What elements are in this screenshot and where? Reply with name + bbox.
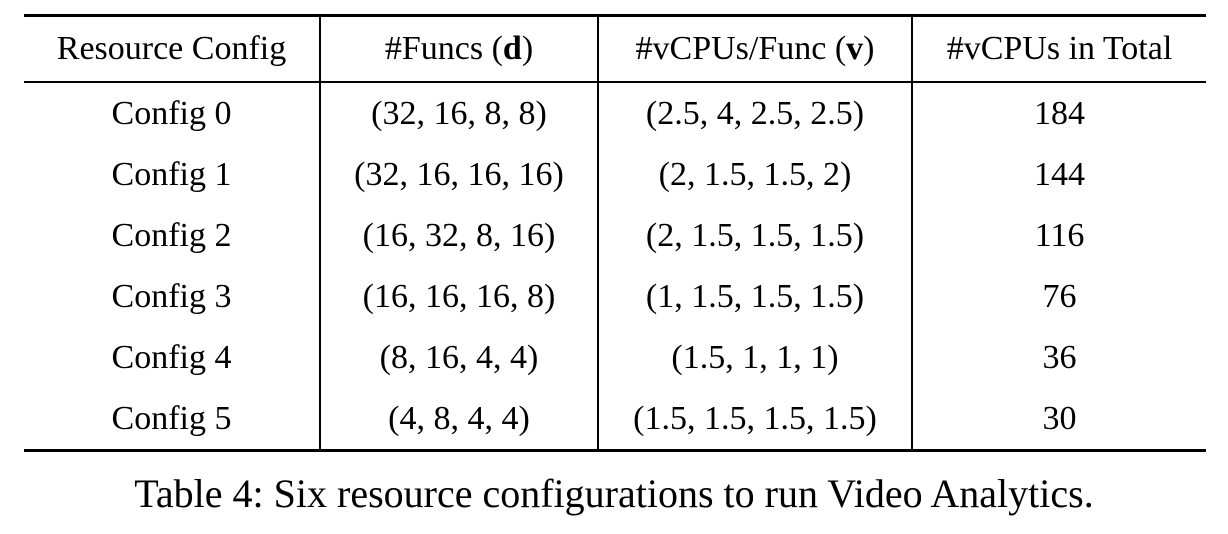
cell-vcpus-total: 144	[911, 144, 1206, 205]
cell-vcpus-per-func: (1.5, 1, 1, 1)	[597, 327, 912, 388]
cell-config: Config 4	[111, 338, 232, 376]
cell-config: Config 0	[111, 94, 232, 132]
table-header-row: Resource Config #Funcs (d) #vCPUs/Func (…	[24, 15, 1206, 83]
cell-vcpus-per-func: (1.5, 1.5, 1.5, 1.5)	[597, 388, 912, 451]
cell-vcpus-total: 184	[911, 82, 1206, 144]
table-row: Config 3 (16, 16, 16, 8) (1, 1.5, 1.5, 1…	[24, 266, 1206, 327]
cell-funcs: (16, 16, 16, 8)	[319, 266, 598, 327]
header-resource-config: Resource Config	[24, 15, 320, 83]
header-funcs-var: d	[502, 30, 522, 67]
header-vcpus-var: v	[846, 30, 864, 67]
header-vcpus-post: )	[863, 30, 875, 67]
table-row: Config 4 (8, 16, 4, 4) (1.5, 1, 1, 1) 36	[24, 327, 1206, 388]
cell-funcs: (32, 16, 8, 8)	[319, 82, 598, 144]
cell-config: Config 3	[111, 277, 232, 315]
cell-funcs: (4, 8, 4, 4)	[319, 388, 598, 451]
table-row: Config 2 (16, 32, 8, 16) (2, 1.5, 1.5, 1…	[24, 205, 1206, 266]
cell-vcpus-total: 116	[911, 205, 1206, 266]
cell-vcpus-total: 76	[911, 266, 1206, 327]
table-row: Config 0 (32, 16, 8, 8) (2.5, 4, 2.5, 2.…	[24, 82, 1206, 144]
cell-vcpus-total: 30	[911, 388, 1206, 451]
cell-funcs: (32, 16, 16, 16)	[319, 144, 598, 205]
cell-funcs: (8, 16, 4, 4)	[319, 327, 598, 388]
header-funcs: #Funcs (d)	[319, 15, 598, 83]
cell-vcpus-per-func: (2.5, 4, 2.5, 2.5)	[597, 82, 912, 144]
cell-funcs: (16, 32, 8, 16)	[319, 205, 598, 266]
table-row: Config 5 (4, 8, 4, 4) (1.5, 1.5, 1.5, 1.…	[24, 388, 1206, 451]
header-funcs-post: )	[521, 30, 534, 67]
cell-config: Config 2	[111, 216, 232, 254]
resource-config-table-container: Resource Config #Funcs (d) #vCPUs/Func (…	[24, 14, 1206, 452]
table-caption: Table 4: Six resource configurations to …	[134, 471, 1094, 516]
header-vcpus-pre: #vCPUs/Func (	[635, 30, 847, 67]
header-vcpus-per-func: #vCPUs/Func (v)	[597, 15, 912, 83]
cell-vcpus-per-func: (2, 1.5, 1.5, 1.5)	[597, 205, 912, 266]
table-row: Config 1 (32, 16, 16, 16) (2, 1.5, 1.5, …	[24, 144, 1206, 205]
header-funcs-pre: #Funcs (	[384, 30, 503, 67]
cell-config: Config 5	[111, 399, 232, 437]
cell-vcpus-total: 36	[911, 327, 1206, 388]
cell-vcpus-per-func: (1, 1.5, 1.5, 1.5)	[597, 266, 912, 327]
resource-config-table: Resource Config #Funcs (d) #vCPUs/Func (…	[24, 14, 1206, 452]
cell-config: Config 1	[111, 155, 232, 193]
header-vcpus-total: #vCPUs in Total	[911, 15, 1206, 83]
cell-vcpus-per-func: (2, 1.5, 1.5, 2)	[597, 144, 912, 205]
